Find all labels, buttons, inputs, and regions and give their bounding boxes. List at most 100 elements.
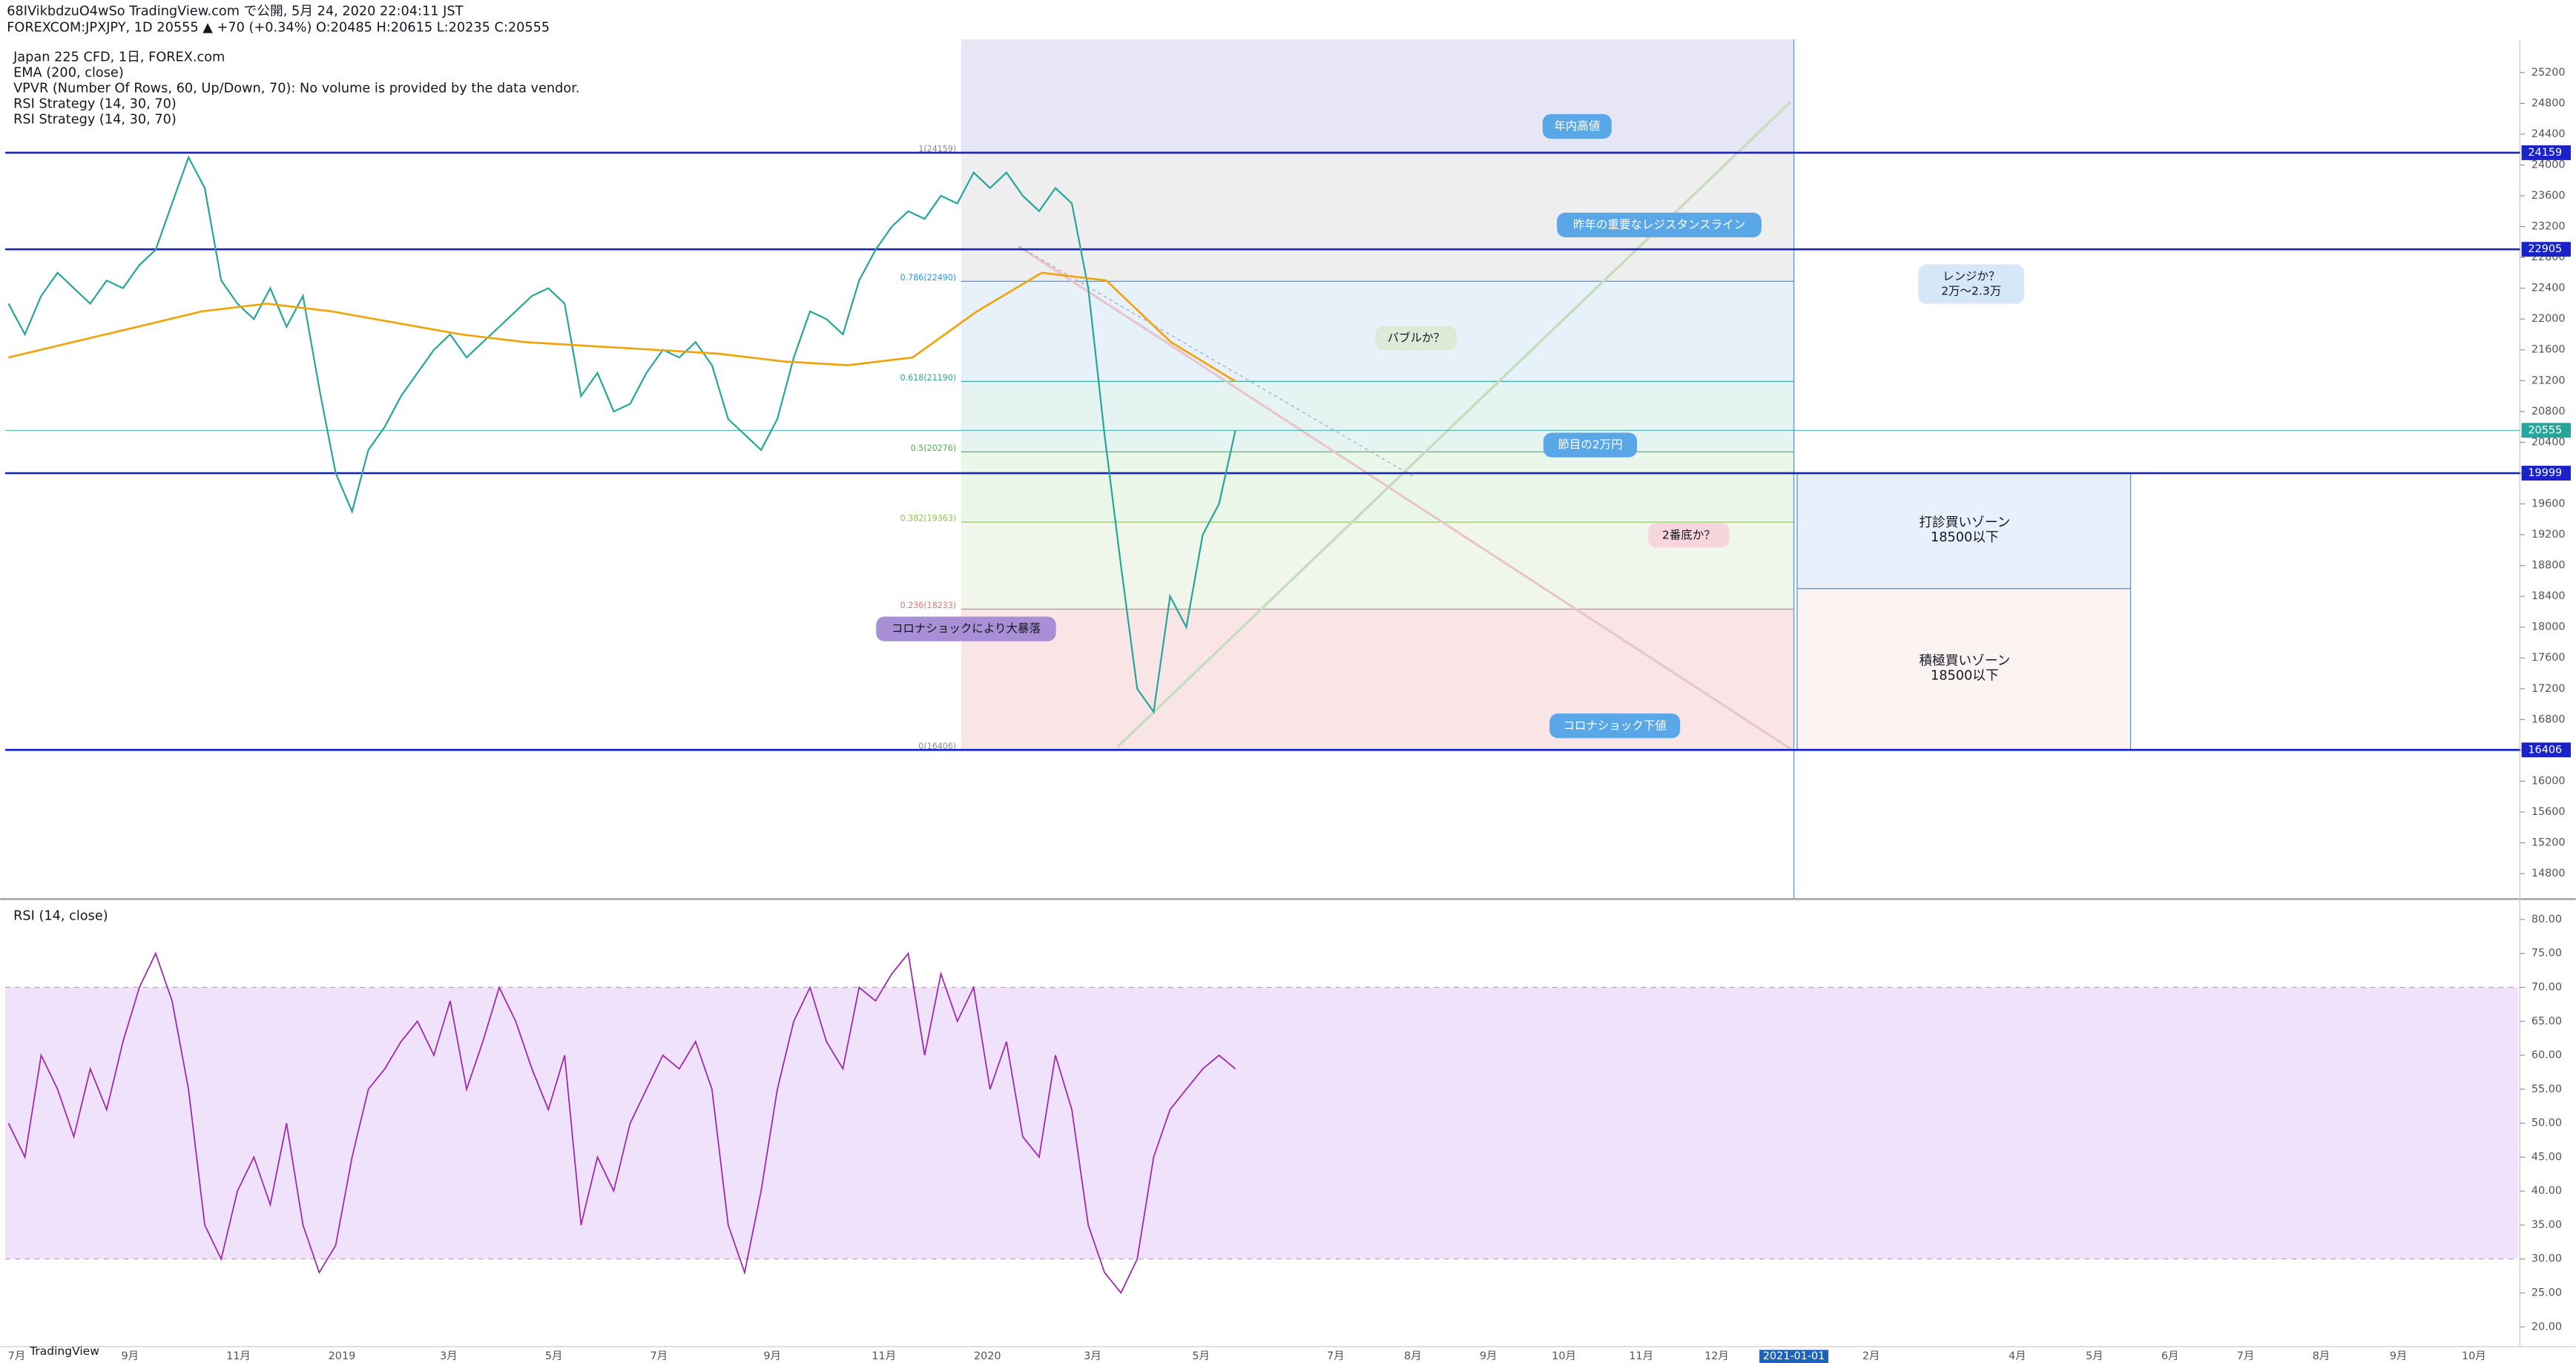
price-tick-label: 24800 bbox=[2531, 97, 2566, 109]
price-tick-label: 20400 bbox=[2531, 436, 2566, 448]
rsi-band bbox=[5, 987, 2519, 1259]
zone-note: 18500以下 bbox=[1931, 668, 1999, 683]
rsi-tick-label: 55.00 bbox=[2531, 1083, 2562, 1095]
price-tick-label: 22000 bbox=[2531, 313, 2566, 325]
rsi-tick-label: 80.00 bbox=[2531, 914, 2562, 925]
time-label: 11月 bbox=[226, 1350, 251, 1362]
zone-box bbox=[1796, 472, 2132, 590]
time-label: 9月 bbox=[763, 1350, 781, 1362]
time-label: 2020 bbox=[974, 1350, 1001, 1362]
legend-item: VPVR (Number Of Rows, 60, Up/Down, 70): … bbox=[13, 82, 579, 96]
rsi-title: RSI (14, close) bbox=[13, 909, 108, 924]
zone-title: 積極買いゾーン bbox=[1919, 653, 2010, 668]
annotation-text: 2番底か？ bbox=[1662, 528, 1716, 541]
rsi-tick-label: 60.00 bbox=[2531, 1049, 2562, 1061]
time-label: 11月 bbox=[872, 1350, 896, 1362]
price-tick-label: 21200 bbox=[2531, 374, 2566, 386]
price-tick-label: 18000 bbox=[2531, 621, 2566, 633]
time-label: 10月 bbox=[1552, 1350, 1576, 1362]
rsi-tick-label: 35.00 bbox=[2531, 1219, 2562, 1231]
legend-item: RSI Strategy (14, 30, 70) bbox=[13, 97, 177, 112]
level-tag-label: 24159 bbox=[2528, 147, 2562, 159]
rsi-tick-label: 25.00 bbox=[2531, 1287, 2562, 1299]
trend-arrow bbox=[1116, 101, 1792, 748]
price-tick-label: 17600 bbox=[2531, 652, 2566, 664]
time-label: 5月 bbox=[2086, 1350, 2104, 1362]
annotation-bubble bbox=[1375, 326, 1457, 351]
price-tick-label: 15200 bbox=[2531, 837, 2566, 849]
time-label: 7月 bbox=[8, 1350, 26, 1362]
annotation-bubble bbox=[1557, 212, 1762, 237]
price-tick-label: 25200 bbox=[2531, 67, 2566, 79]
zone-title: 打診買いゾーン bbox=[1919, 515, 2010, 530]
price-tick-label: 24000 bbox=[2531, 159, 2566, 171]
rsi-line bbox=[7, 951, 1236, 1295]
annotation-bubble bbox=[876, 616, 1056, 641]
annotation-bubble bbox=[1543, 432, 1638, 458]
time-label: 2021-01-01 bbox=[1763, 1350, 1825, 1362]
level-tag-label: 16406 bbox=[2528, 744, 2562, 756]
time-label: 6月 bbox=[2161, 1350, 2179, 1362]
fib-label: 0.236(18233) bbox=[900, 601, 957, 610]
price-tick-label: 19600 bbox=[2531, 498, 2566, 509]
level-tag bbox=[2521, 742, 2571, 758]
legend-item: Japan 225 CFD, 1日, FOREX.com bbox=[13, 50, 225, 65]
price-tick-label: 17200 bbox=[2531, 683, 2566, 695]
time-label: 9月 bbox=[2390, 1350, 2408, 1362]
fib-label: 0(16406) bbox=[918, 742, 956, 751]
rsi-tick-label: 30.00 bbox=[2531, 1253, 2562, 1265]
legend-item: RSI Strategy (14, 30, 70) bbox=[13, 113, 177, 128]
fib-zone bbox=[961, 452, 1794, 523]
annotation-text: 節目の2万円 bbox=[1558, 438, 1622, 452]
time-label: 7月 bbox=[2237, 1350, 2255, 1362]
level-tag bbox=[2521, 145, 2571, 160]
price-tick-label: 18400 bbox=[2531, 590, 2566, 602]
rsi-tick-label: 45.00 bbox=[2531, 1151, 2562, 1163]
fib-zone bbox=[961, 381, 1794, 452]
time-label: 11月 bbox=[1629, 1350, 1653, 1362]
rsi-tick-label: 20.00 bbox=[2531, 1321, 2562, 1333]
time-label: 5月 bbox=[1192, 1350, 1210, 1362]
time-label: 12月 bbox=[1704, 1350, 1729, 1362]
last-price-label: 20555 bbox=[2528, 424, 2562, 436]
time-label: 5月 bbox=[545, 1350, 563, 1362]
fib-label: 0.618(21190) bbox=[900, 373, 957, 383]
annotation-text: コロナショック下値 bbox=[1563, 719, 1667, 732]
rsi-tick-label: 50.00 bbox=[2531, 1118, 2562, 1129]
annotation-bubble bbox=[1549, 713, 1681, 739]
annotation-text: 昨年の重要なレジスタンスライン bbox=[1573, 218, 1745, 231]
time-label: 3月 bbox=[440, 1350, 458, 1362]
annotation-text: レンジか？ bbox=[1943, 270, 2000, 283]
price-tick-label: 14800 bbox=[2531, 868, 2566, 879]
fib-zone bbox=[961, 39, 1794, 153]
price-tick-label: 18800 bbox=[2531, 560, 2566, 572]
level-tag-label: 19999 bbox=[2528, 467, 2562, 479]
price-tick-label: 16800 bbox=[2531, 713, 2566, 725]
legend-item: EMA (200, close) bbox=[13, 66, 124, 81]
time-label: 2月 bbox=[1862, 1350, 1880, 1362]
trend-line bbox=[1018, 245, 1791, 750]
price-tick-label: 15600 bbox=[2531, 806, 2566, 818]
zone-note: 18500以下 bbox=[1931, 530, 1999, 545]
time-label: 9月 bbox=[1480, 1350, 1498, 1362]
price-tick-label: 24400 bbox=[2531, 128, 2566, 140]
time-label: 7月 bbox=[1327, 1350, 1345, 1362]
level-tag bbox=[2521, 466, 2571, 481]
time-label: 8月 bbox=[2313, 1350, 2330, 1362]
price-tick-label: 23200 bbox=[2531, 221, 2566, 233]
rsi-tick-label: 75.00 bbox=[2531, 948, 2562, 960]
price-line bbox=[7, 155, 1236, 714]
fib-label: 0.786(22490) bbox=[900, 273, 957, 283]
price-tick-label: 19200 bbox=[2531, 529, 2566, 541]
header-line2: FOREXCOM:JPXJPY, 1D 20555 ▲ +70 (+0.34%)… bbox=[7, 21, 550, 36]
rsi-tick-label: 70.00 bbox=[2531, 981, 2562, 993]
level-tag bbox=[2521, 242, 2571, 257]
time-label: 2019 bbox=[329, 1350, 356, 1362]
time-marker-tag bbox=[1759, 1350, 1829, 1363]
ema-line bbox=[8, 271, 1236, 383]
annotation-text: コロナショックにより大暴落 bbox=[892, 622, 1041, 636]
annotation-bubble bbox=[1918, 264, 2025, 304]
annotation-bubble bbox=[1542, 113, 1612, 139]
annotation-text: 2万～2.3万 bbox=[1941, 285, 2001, 298]
